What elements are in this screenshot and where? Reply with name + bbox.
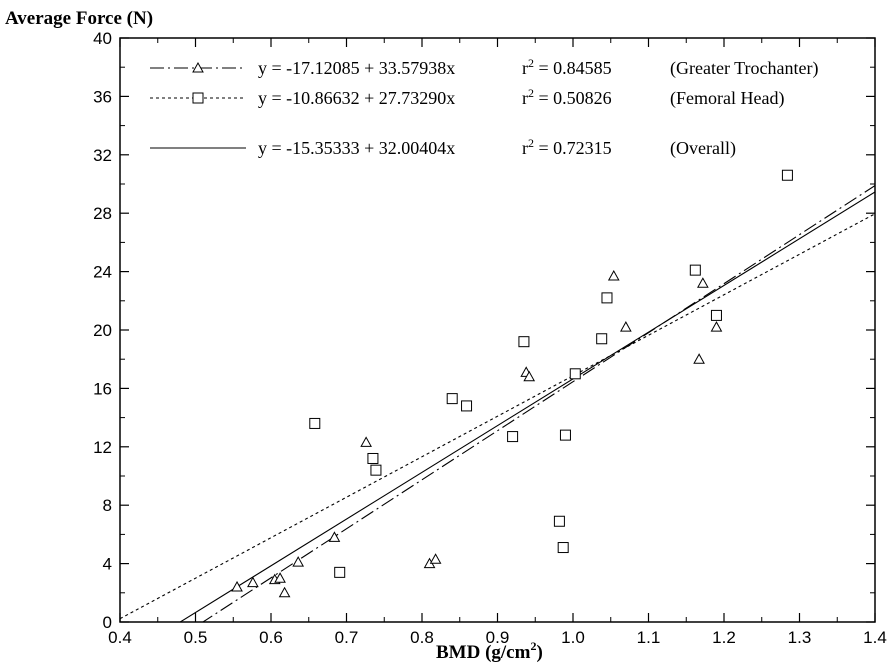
y-axis-title: Average Force (N) [5, 8, 153, 29]
legend-marker-square [192, 92, 204, 104]
data-point-triangle [360, 436, 372, 447]
legend-r2-label: r [522, 88, 528, 108]
data-point-square [710, 309, 722, 321]
x-tick-label: 1.0 [561, 628, 585, 647]
legend-series-name: (Overall) [670, 138, 736, 159]
regression-line-none [179, 191, 875, 622]
legend-r2-value: = 0.72315 [534, 138, 612, 158]
data-point-square [557, 542, 569, 554]
x-tick-label: 0.9 [486, 628, 510, 647]
x-tick-label: 0.7 [335, 628, 359, 647]
data-point-square [601, 292, 613, 304]
regression-line-triangle [201, 185, 875, 622]
x-tick-label: 1.3 [788, 628, 812, 647]
data-point-triangle [710, 321, 723, 332]
legend-equation: y = -17.12085 + 33.57938x [258, 58, 455, 78]
data-point-triangle [693, 353, 705, 364]
x-tick-label: 1.1 [637, 628, 661, 647]
x-tick-label: 0.8 [410, 628, 434, 647]
data-point-triangle [697, 277, 709, 288]
y-tick-label: 16 [93, 379, 112, 398]
data-point-triangle [274, 572, 286, 583]
data-point-square [689, 264, 701, 276]
data-point-triangle [620, 321, 632, 332]
y-tick-label: 12 [93, 438, 112, 457]
x-axis-title-close: ) [536, 642, 542, 663]
legend-r2-label: r [522, 138, 528, 158]
y-tick-label: 20 [93, 321, 112, 340]
legend-r2-superscript: 2 [528, 136, 534, 150]
data-point-square [334, 566, 346, 578]
data-point-triangle [429, 553, 442, 564]
regression-line-square [120, 213, 875, 620]
data-point-triangle [278, 586, 291, 598]
data-point-triangle [231, 580, 243, 592]
x-tick-label: 0.6 [259, 628, 283, 647]
data-point-square [446, 393, 458, 405]
data-point-triangle [247, 576, 259, 588]
data-point-triangle [607, 269, 620, 281]
plot-area: 0.4 0.5 0.6 0.7 0.8 0.9 1.0 1.1 1.2 1.3 1.4 0 4 8 12 16… [93, 29, 887, 647]
y-tick-label: 36 [93, 87, 112, 106]
data-point-square [461, 400, 473, 412]
legend-equation: y = -10.86632 + 27.73290x [258, 88, 455, 108]
y-tick-label: 32 [93, 146, 112, 165]
legend-equation: y = -15.35333 + 32.00404x [258, 138, 455, 158]
y-tick-label: 28 [93, 204, 112, 223]
x-tick-label: 0.5 [184, 628, 208, 647]
plot-frame [119, 37, 876, 623]
y-tick-label: 40 [93, 29, 112, 48]
data-point-triangle [523, 370, 536, 382]
legend-r2-value: = 0.50826 [534, 88, 612, 108]
data-point-square [507, 431, 519, 443]
data-point-square [553, 515, 565, 527]
y-tick-label: 8 [103, 496, 112, 515]
x-tick-label: 1.2 [712, 628, 736, 647]
data-point-square [559, 429, 571, 441]
data-point-square [518, 336, 530, 348]
legend-series-name: (Femoral Head) [670, 88, 784, 109]
data-point-triangle [292, 556, 305, 567]
x-tick-label: 1.4 [863, 628, 887, 647]
legend-r2-value: = 0.84585 [534, 58, 612, 78]
y-tick-label: 4 [103, 555, 112, 574]
x-axis-title: BMD (g/cm2) [436, 639, 543, 663]
legend-series-name: (Greater Trochanter) [670, 58, 818, 79]
legend-r2-superscript: 2 [528, 56, 534, 70]
data-point-square [367, 452, 379, 464]
x-axis-title-superscript: 2 [530, 639, 536, 653]
x-tick-label: 0.4 [108, 628, 132, 647]
data-point-triangle [328, 531, 341, 542]
legend-marker-triangle [192, 61, 204, 73]
legend-r2: r2 = 0.84585 [522, 56, 612, 78]
legend-r2-superscript: 2 [528, 86, 534, 100]
y-tick-label: 0 [103, 613, 112, 632]
y-tick-label: 24 [93, 263, 112, 282]
x-axis-title-main: BMD (g/cm [436, 642, 531, 663]
data-point-square [309, 417, 321, 429]
data-point-square [596, 333, 608, 345]
legend-r2-label: r [522, 58, 528, 78]
data-point-square [370, 464, 382, 476]
legend-r2: r2 = 0.50826 [522, 86, 612, 108]
data-point-square [781, 169, 793, 181]
legend-r2: r2 = 0.72315 [522, 136, 612, 158]
data-point-square [569, 368, 581, 380]
